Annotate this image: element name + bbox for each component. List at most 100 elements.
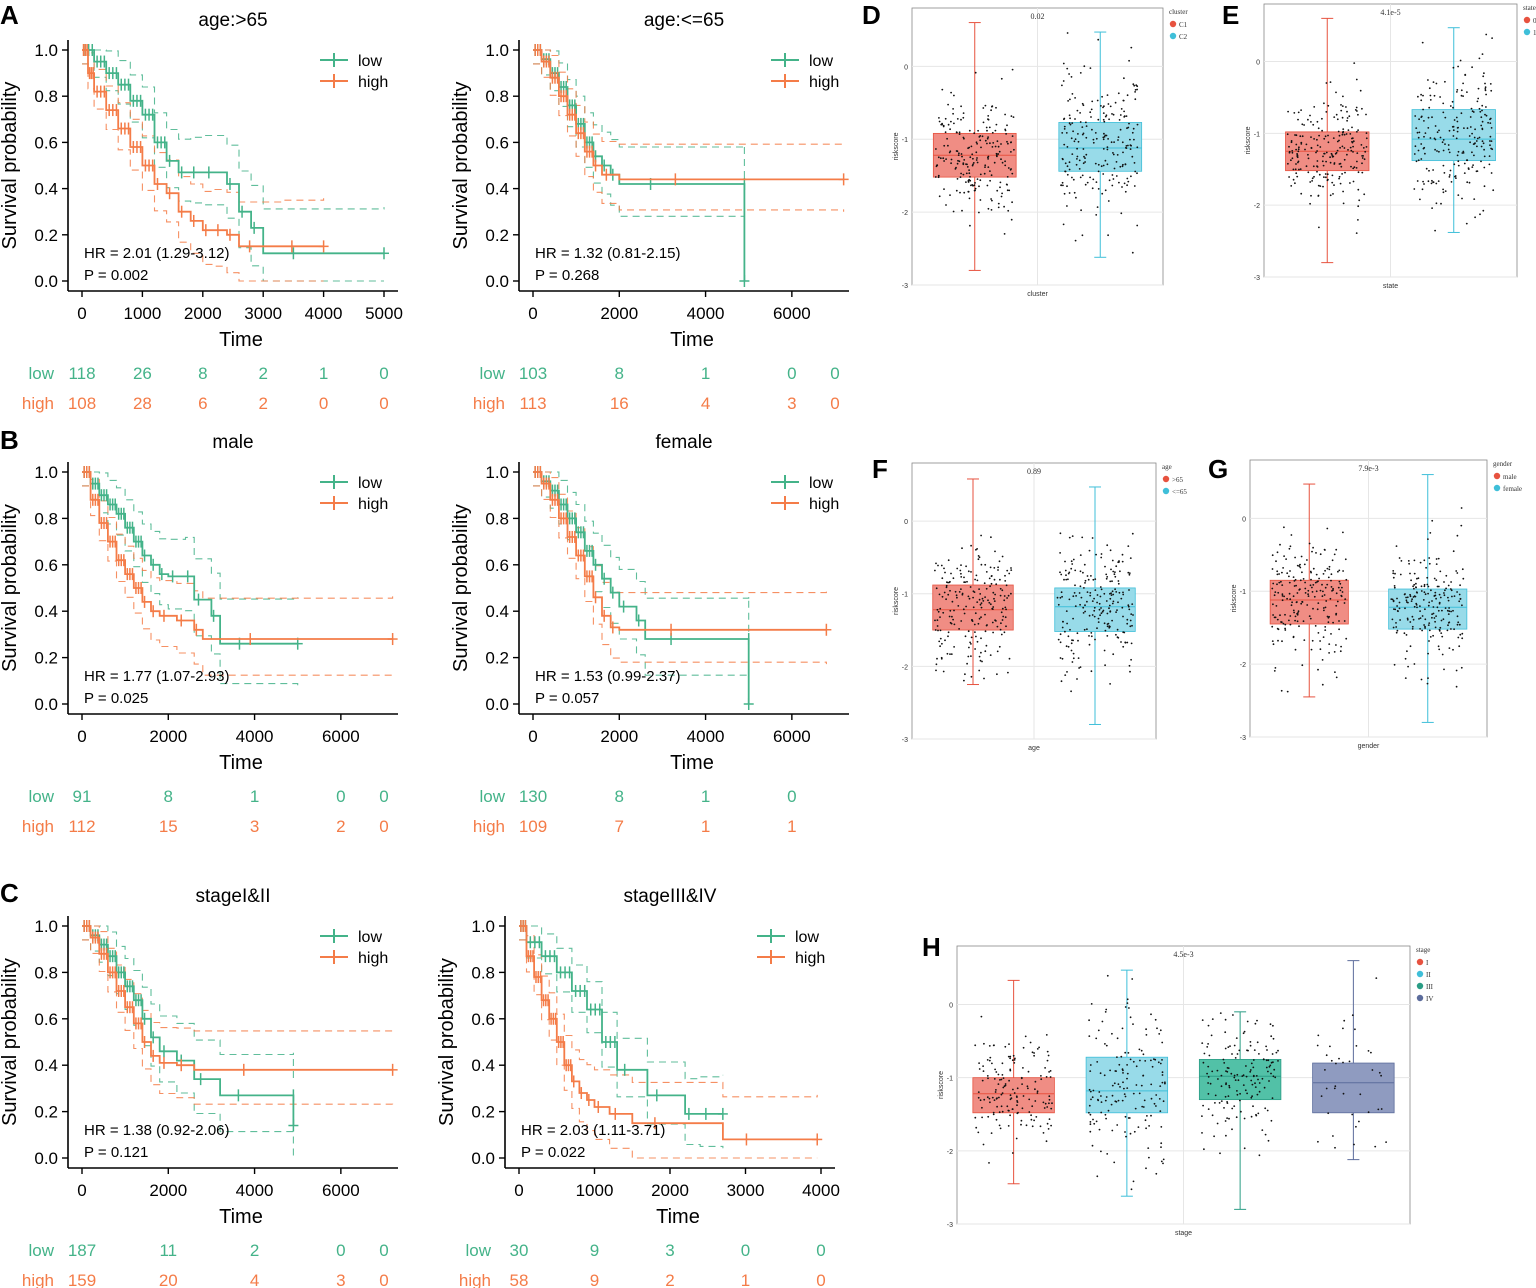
data-point bbox=[1333, 1087, 1336, 1090]
data-point bbox=[971, 619, 973, 621]
risk-count: 2 bbox=[665, 1271, 674, 1288]
data-point bbox=[997, 1073, 1000, 1076]
data-point bbox=[1207, 1108, 1210, 1110]
data-point bbox=[1272, 1037, 1275, 1040]
data-point bbox=[988, 126, 991, 129]
data-point bbox=[1085, 153, 1088, 156]
data-point bbox=[1429, 532, 1432, 534]
y-tick-label: 0.6 bbox=[34, 133, 58, 152]
data-point bbox=[1113, 141, 1115, 144]
data-point bbox=[1097, 38, 1100, 41]
data-point bbox=[1306, 559, 1308, 561]
data-point bbox=[1301, 664, 1304, 667]
data-point bbox=[1350, 165, 1352, 168]
data-point bbox=[1294, 615, 1297, 618]
risk-count: 9 bbox=[590, 1271, 599, 1288]
data-point bbox=[1236, 1053, 1239, 1055]
data-point bbox=[1281, 640, 1283, 643]
data-point bbox=[1428, 562, 1431, 565]
data-point bbox=[1321, 117, 1323, 120]
data-point bbox=[1437, 585, 1440, 588]
data-point bbox=[1076, 632, 1079, 635]
data-point bbox=[1422, 94, 1424, 97]
risk-count: 1 bbox=[741, 1271, 750, 1288]
data-point bbox=[1115, 175, 1118, 177]
data-point bbox=[1349, 182, 1351, 184]
data-point bbox=[1083, 587, 1085, 589]
data-point bbox=[1100, 588, 1103, 591]
data-point bbox=[1322, 155, 1324, 158]
data-point bbox=[1256, 1019, 1258, 1022]
data-point bbox=[1115, 611, 1117, 613]
data-point bbox=[1325, 600, 1328, 602]
ci-upper-high bbox=[519, 925, 818, 1098]
data-point bbox=[1333, 184, 1335, 187]
y-tick-label: -3 bbox=[902, 283, 908, 290]
data-point bbox=[1074, 97, 1076, 99]
data-point bbox=[1456, 120, 1459, 123]
risk-row-label-low: low bbox=[28, 787, 54, 806]
data-point bbox=[1336, 118, 1339, 121]
data-point bbox=[1119, 1086, 1121, 1088]
data-point bbox=[1067, 100, 1069, 102]
data-point bbox=[1336, 140, 1339, 143]
y-tick-label: 1.0 bbox=[34, 41, 58, 60]
data-point bbox=[1335, 548, 1338, 551]
data-point bbox=[1109, 625, 1111, 628]
y-tick-label: 0.2 bbox=[34, 649, 58, 668]
legend-dot-I bbox=[1416, 958, 1424, 966]
box-panel-H: H0-1-2-34.5e-3stageriskscorestageIIIIIII… bbox=[922, 932, 1434, 1237]
legend-label-C2: C2 bbox=[1179, 33, 1188, 41]
data-point bbox=[1084, 157, 1086, 160]
data-point bbox=[1485, 93, 1487, 96]
data-point bbox=[1392, 576, 1395, 579]
data-point bbox=[1324, 549, 1326, 551]
km-curve-low bbox=[519, 925, 723, 1115]
data-point bbox=[1128, 573, 1131, 576]
data-point bbox=[1124, 641, 1127, 644]
data-point bbox=[1084, 604, 1086, 607]
data-point bbox=[989, 1101, 991, 1104]
data-point bbox=[1109, 549, 1112, 552]
x-tick-label: 3000 bbox=[727, 1181, 765, 1200]
risk-count: 0 bbox=[379, 1271, 388, 1288]
data-point bbox=[1129, 619, 1132, 622]
data-point bbox=[1003, 205, 1005, 208]
data-point bbox=[967, 190, 970, 193]
ci-lower-high bbox=[533, 63, 845, 212]
data-point bbox=[1455, 570, 1458, 572]
p-text: P = 0.025 bbox=[84, 690, 148, 707]
ci-upper-low bbox=[82, 471, 299, 600]
data-point bbox=[1418, 618, 1420, 620]
risk-count: 103 bbox=[519, 364, 547, 383]
data-point bbox=[950, 572, 952, 575]
data-point bbox=[1452, 106, 1454, 109]
data-point bbox=[1487, 121, 1489, 124]
data-point bbox=[938, 117, 940, 119]
data-point bbox=[1074, 138, 1077, 141]
data-point bbox=[1063, 143, 1066, 146]
data-point bbox=[970, 636, 973, 639]
data-point bbox=[1312, 546, 1314, 549]
x-tick-label: 0 bbox=[528, 727, 537, 746]
data-point bbox=[1245, 1065, 1247, 1067]
y-tick-label: 0.8 bbox=[485, 87, 509, 106]
data-point bbox=[1400, 560, 1403, 562]
data-point bbox=[1465, 222, 1468, 225]
data-point bbox=[1113, 1161, 1116, 1164]
data-point bbox=[1296, 154, 1299, 157]
data-point bbox=[1228, 1084, 1231, 1087]
box-<=65 bbox=[1054, 587, 1136, 632]
data-point bbox=[1112, 593, 1115, 596]
data-point bbox=[1357, 219, 1359, 221]
data-point bbox=[1295, 172, 1298, 175]
data-point bbox=[1310, 578, 1312, 581]
data-point bbox=[1072, 595, 1075, 598]
data-point bbox=[1216, 1122, 1219, 1125]
data-point bbox=[991, 131, 994, 134]
data-point bbox=[1140, 1084, 1143, 1087]
data-point bbox=[1365, 146, 1368, 148]
data-point bbox=[1345, 106, 1347, 108]
data-point bbox=[1378, 1071, 1381, 1074]
